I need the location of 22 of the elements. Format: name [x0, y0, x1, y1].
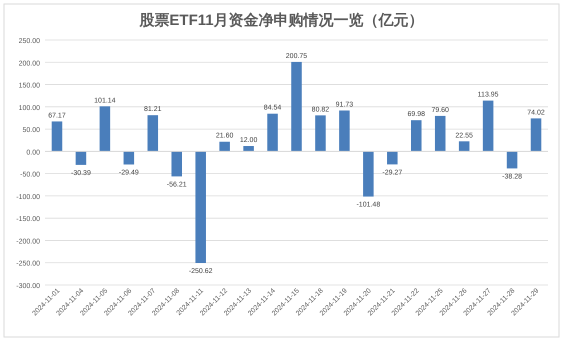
- bar: [387, 151, 398, 164]
- bar: [267, 114, 278, 152]
- bar: [434, 116, 446, 152]
- bar: [243, 146, 254, 152]
- bar: [315, 115, 326, 152]
- bar: [458, 141, 470, 152]
- bar: [100, 106, 110, 152]
- bar: [52, 121, 62, 152]
- bar: [530, 118, 542, 152]
- bar: [291, 62, 302, 152]
- bar: [195, 151, 206, 264]
- bar: [482, 100, 494, 152]
- bar: [148, 115, 158, 152]
- bar: [76, 151, 86, 165]
- bar: [363, 151, 374, 197]
- bar: [124, 151, 134, 164]
- chart-title: 股票ETF11月资金净申购情况一览（亿元）: [138, 12, 424, 29]
- bar: [219, 142, 230, 152]
- bar: [171, 151, 182, 176]
- bar: [339, 110, 350, 152]
- bar: [410, 120, 422, 152]
- bar: [506, 151, 518, 168]
